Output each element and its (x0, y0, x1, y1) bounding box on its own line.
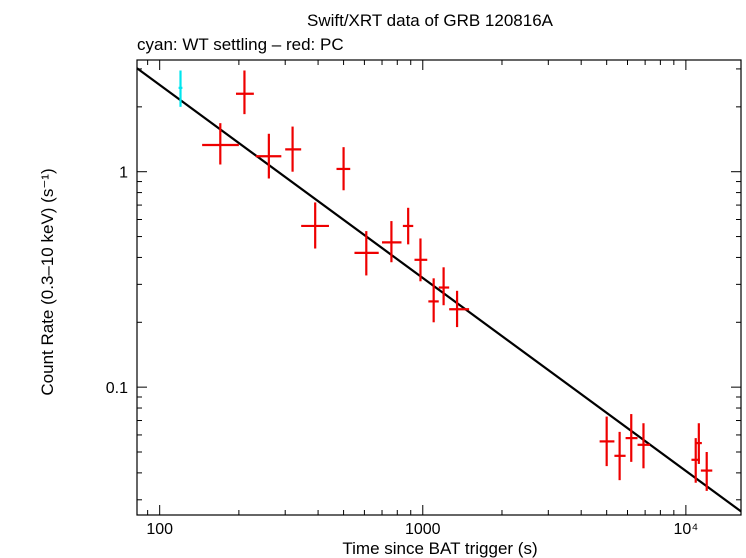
data-point (301, 202, 329, 249)
data-point (614, 431, 626, 481)
plot-frame (136, 59, 742, 516)
data-point (414, 238, 428, 282)
data-point (285, 126, 302, 172)
data-point (438, 267, 450, 306)
data-point (354, 231, 379, 276)
data-point (599, 416, 615, 467)
data-point (178, 70, 183, 107)
data-point (202, 123, 239, 165)
data-point (695, 423, 702, 464)
axis-ticks (137, 60, 741, 515)
y-tick-label: 1 (119, 165, 128, 182)
y-tick-label: 0.1 (106, 380, 128, 397)
x-axis-label: Time since BAT trigger (s) (342, 539, 537, 558)
model-fit-layer (136, 67, 742, 513)
x-tick-label: 100 (146, 521, 173, 538)
x-tick-label: 1000 (405, 521, 441, 538)
chart-title: Swift/XRT data of GRB 120816A (307, 11, 554, 30)
data-point (449, 290, 470, 328)
data-point (637, 423, 650, 469)
data-points-layer (178, 70, 713, 491)
data-point (428, 278, 439, 323)
model-fit-line (136, 67, 742, 513)
data-point (255, 133, 282, 179)
data-point (382, 221, 402, 263)
data-point (235, 70, 254, 115)
data-point (402, 207, 414, 245)
data-point (625, 414, 638, 462)
tick-labels: 100 1000 10⁴ 0.1 1 (106, 165, 699, 538)
data-point (336, 147, 351, 191)
y-axis-label: Count Rate (0.3–10 keV) (s⁻¹) (38, 168, 57, 395)
data-point (700, 451, 713, 491)
chart-subtitle: cyan: WT settling – red: PC (137, 35, 344, 54)
x-tick-label: 10⁴ (674, 521, 699, 538)
